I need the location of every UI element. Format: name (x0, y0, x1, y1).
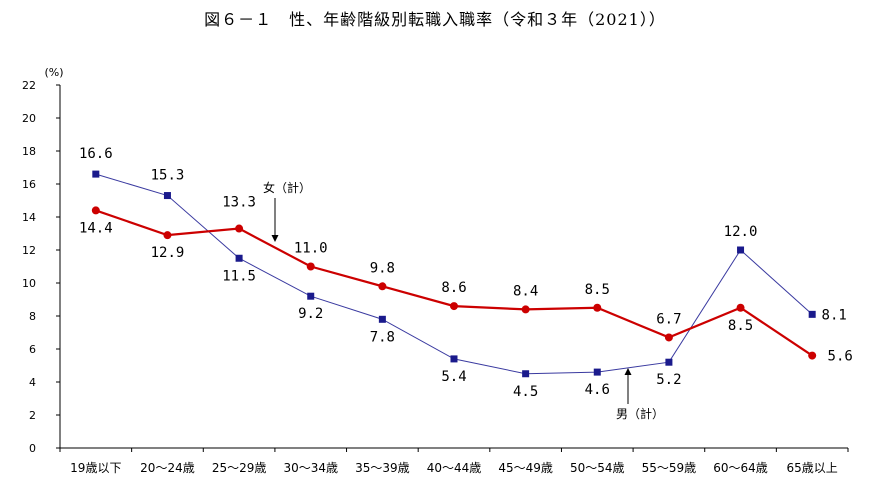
x-tick-label: 45～49歳 (498, 461, 553, 475)
y-tick-label: 4 (29, 376, 36, 389)
data-point-male (235, 254, 243, 262)
x-tick-label: 40～44歳 (427, 461, 482, 475)
data-point-male (522, 370, 530, 378)
data-point-female (235, 224, 244, 233)
x-tick-label: 20～24歳 (140, 461, 195, 475)
data-point-male (665, 358, 673, 366)
y-tick-label: 6 (29, 343, 36, 356)
data-point-male (378, 315, 386, 323)
y-tick-label: 14 (22, 211, 36, 224)
data-label-female: 12.9 (151, 245, 185, 261)
data-label-female: 9.8 (370, 260, 395, 276)
data-label-female: 14.4 (79, 220, 113, 236)
data-label-female: 8.5 (728, 318, 753, 334)
data-label-female: 6.7 (656, 311, 681, 327)
data-point-female (808, 351, 817, 360)
annotation-arrowhead-male (624, 368, 632, 375)
series-annotation-female: 女（計） (263, 180, 311, 195)
x-tick-label: 55～59歳 (642, 461, 697, 475)
x-tick-label: 25～29歳 (212, 461, 267, 475)
y-tick-label: 10 (22, 277, 36, 290)
data-label-male: 7.8 (370, 329, 395, 345)
data-point-female (450, 302, 458, 311)
x-tick-label: 65歳以上 (787, 461, 838, 475)
annotation-arrowhead-female (271, 235, 279, 242)
x-tick-label: 35～39歳 (355, 461, 410, 475)
data-label-male: 16.6 (79, 146, 113, 162)
data-point-male (92, 170, 100, 178)
data-label-male: 5.2 (656, 372, 681, 388)
data-label-female: 8.5 (585, 282, 610, 298)
x-tick-label: 60～64歳 (713, 461, 768, 475)
data-point-female (736, 303, 745, 312)
data-label-male: 15.3 (151, 168, 185, 184)
y-tick-label: 2 (29, 409, 36, 422)
x-tick-label: 30～34歳 (283, 461, 338, 475)
data-point-male (307, 292, 315, 300)
y-tick-label: 22 (22, 79, 36, 92)
data-label-female: 11.0 (294, 241, 328, 257)
data-label-male: 4.6 (585, 382, 610, 398)
data-label-male: 5.4 (441, 369, 466, 385)
y-tick-label: 18 (22, 145, 36, 158)
chart-title: 図６－１ 性、年齢階級別転職入職率（令和３年（2021）） (204, 10, 666, 29)
data-point-female (91, 206, 100, 215)
data-label-male: 12.0 (724, 224, 758, 240)
y-tick-label: 16 (22, 178, 36, 191)
data-point-male (593, 368, 601, 376)
y-tick-label: 12 (22, 244, 36, 257)
data-label-male: 8.1 (822, 307, 847, 323)
series-line-male (95, 173, 813, 375)
data-label-female: 13.3 (222, 195, 256, 211)
data-point-female (163, 231, 172, 240)
data-point-female (378, 282, 387, 291)
series-annotation-male: 男（計） (616, 406, 664, 421)
data-label-male: 9.2 (298, 306, 323, 322)
data-label-female: 8.6 (441, 280, 466, 296)
x-tick-label: 19歳以下 (70, 461, 121, 475)
data-point-male (808, 310, 816, 318)
data-label-male: 11.5 (222, 268, 256, 284)
y-tick-label: 20 (22, 112, 36, 125)
data-point-female (593, 303, 602, 312)
data-point-female (306, 262, 315, 271)
y-axis-label: (%) (44, 66, 63, 79)
y-tick-label: 8 (29, 310, 36, 323)
data-label-female: 8.4 (513, 283, 538, 299)
data-point-female (664, 333, 673, 342)
data-label-male: 4.5 (513, 384, 538, 400)
data-point-male (450, 355, 458, 363)
data-point-male (737, 246, 745, 254)
x-tick-label: 50～54歳 (570, 461, 625, 475)
data-point-female (521, 305, 530, 314)
data-label-female: 5.6 (828, 349, 853, 365)
y-tick-label: 0 (29, 442, 36, 455)
data-point-male (163, 192, 171, 200)
